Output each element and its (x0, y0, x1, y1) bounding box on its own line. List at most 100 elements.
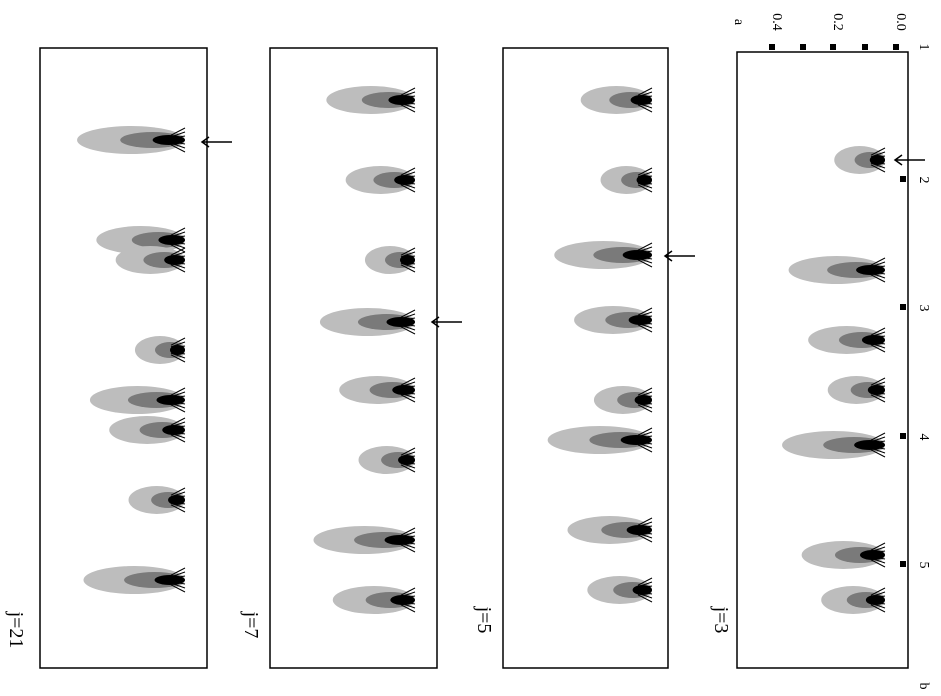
ridge (400, 591, 416, 598)
ridge (170, 491, 186, 498)
ridge (870, 331, 886, 338)
ridge (170, 575, 186, 579)
ridge (870, 602, 886, 609)
y-tick-label: 0.4 (769, 13, 784, 31)
ridge (170, 401, 186, 405)
ridge (400, 309, 416, 318)
ridge (637, 321, 653, 325)
ridge (637, 532, 653, 539)
ridge (170, 235, 186, 239)
ridge (400, 392, 416, 399)
ridge (170, 417, 186, 426)
ridge (637, 577, 653, 586)
ridge (170, 127, 186, 136)
ridge (170, 255, 186, 259)
ridge (170, 495, 186, 499)
ridge (637, 95, 653, 99)
ridge (870, 155, 886, 159)
ridge (170, 242, 186, 249)
ridge (170, 501, 186, 505)
ridge (870, 261, 886, 268)
ridge (400, 167, 416, 176)
ridge (400, 455, 416, 459)
ridge (400, 255, 416, 259)
panel-label: j=3 (710, 606, 732, 634)
ridge (637, 395, 653, 399)
ridge (170, 421, 186, 428)
ridge (400, 317, 416, 321)
ridge (870, 436, 886, 443)
ridge (400, 535, 416, 539)
ridge (400, 264, 416, 273)
ridge (170, 425, 186, 429)
ridge (170, 434, 186, 443)
ridge (400, 247, 416, 256)
ridge (400, 175, 416, 179)
ridge (170, 387, 186, 396)
ridge (170, 144, 186, 153)
ridge (170, 345, 186, 349)
x-tick-label: 4 (916, 434, 931, 441)
ridge (400, 104, 416, 113)
ridge (637, 259, 653, 268)
ridge (870, 556, 886, 560)
ridge (870, 449, 886, 458)
ridge (870, 385, 886, 389)
ridge (170, 404, 186, 413)
panel-frame (502, 47, 669, 669)
ridge (870, 164, 886, 173)
panel-frame (39, 47, 208, 669)
ridge (637, 531, 653, 535)
ridge (637, 181, 653, 185)
ridge (870, 595, 886, 599)
ridge (400, 171, 416, 178)
ridge (400, 261, 416, 265)
panel-label: j=21 (5, 611, 27, 649)
ridge (400, 91, 416, 98)
ridge (870, 377, 886, 386)
ridge (400, 602, 416, 609)
ridge (637, 591, 653, 595)
ridge (870, 604, 886, 613)
ridge (870, 550, 886, 554)
ridge (170, 135, 186, 139)
panel-label: j=5 (473, 606, 495, 634)
ridge (400, 531, 416, 538)
ridge (637, 167, 653, 176)
ridge (400, 385, 416, 389)
panel-label: j=7 (240, 611, 262, 639)
ridge (400, 181, 416, 185)
ridge (870, 272, 886, 279)
ridge (870, 587, 886, 596)
ridge (400, 601, 416, 605)
ridge (637, 171, 653, 178)
ridge (637, 442, 653, 449)
ridge (400, 95, 416, 99)
ridge (170, 584, 186, 593)
ridge (870, 271, 886, 275)
ridge (637, 444, 653, 453)
ridge (400, 462, 416, 469)
x-tick-label: 2 (916, 177, 931, 184)
ridge (637, 87, 653, 96)
ridge (170, 391, 186, 398)
ridge (637, 534, 653, 543)
ridge (870, 265, 886, 269)
ridge (637, 441, 653, 445)
y-axis-label: a (731, 19, 746, 26)
ridge (400, 391, 416, 395)
ridge (870, 257, 886, 266)
ridge (870, 542, 886, 551)
ridge (637, 322, 653, 329)
ridge (870, 447, 886, 454)
ridge (637, 315, 653, 319)
scalograms (77, 86, 886, 614)
ridge (170, 142, 186, 149)
ridge (170, 227, 186, 236)
ridge (400, 381, 416, 388)
ridge (637, 404, 653, 413)
ridge (637, 521, 653, 528)
x-tick-label: 3 (916, 305, 931, 312)
ridge (870, 151, 886, 158)
